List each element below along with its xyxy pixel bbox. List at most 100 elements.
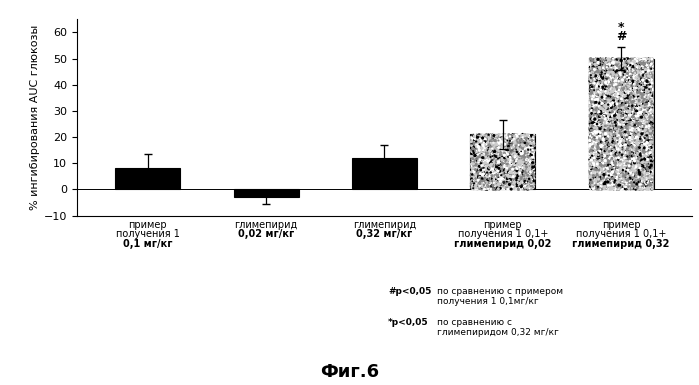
Point [614,145,626,151]
Point [634,97,645,103]
Point [602,123,613,129]
Point [642,66,654,72]
Point [630,80,641,86]
Point [635,105,646,111]
Point [640,176,651,182]
Point [601,182,612,188]
Point [633,167,644,173]
Point [504,158,515,164]
Point [640,129,651,135]
Point [635,96,646,102]
Point [519,162,530,169]
Point [619,170,630,176]
Point [607,70,618,76]
Point [643,79,654,85]
Point [484,158,495,164]
Point [637,72,648,79]
Point [645,153,656,159]
Point [606,94,617,100]
Point [638,159,649,166]
Point [603,119,614,125]
Point [626,96,637,102]
Point [593,137,605,143]
Point [482,177,493,183]
Point [598,69,609,75]
Point [603,153,614,159]
Point [609,95,620,102]
Point [487,185,498,191]
Point [624,152,635,159]
Point [628,157,639,164]
Point [647,119,658,126]
Point [477,175,488,181]
Point [618,172,629,179]
Point [644,102,656,108]
Point [523,134,534,140]
Point [496,142,507,148]
Point [512,167,523,174]
Point [500,167,512,173]
Point [635,178,647,184]
Point [473,167,484,173]
Point [601,98,612,104]
Point [633,159,644,165]
Point [596,117,607,124]
Point [593,100,605,106]
Point [497,163,508,169]
Point [598,63,610,69]
Point [628,93,639,99]
Text: по сравнению с примером
получения 1 0,1мг/кг: по сравнению с примером получения 1 0,1м… [437,287,563,306]
Point [603,74,614,80]
Point [597,111,608,117]
Point [638,64,649,70]
Point [587,118,598,124]
Point [584,61,596,67]
Point [603,76,614,82]
Point [593,104,604,110]
Point [622,152,633,159]
Point [603,180,614,186]
Point [489,182,500,188]
Point [483,148,494,154]
Point [618,168,629,174]
Point [595,116,606,122]
Point [607,164,618,170]
Point [499,133,510,139]
Point [516,177,527,183]
Point [618,113,629,119]
Point [643,124,654,130]
Point [607,109,618,115]
Point [630,113,642,119]
Point [468,144,480,151]
Point [491,133,502,139]
Point [494,148,505,154]
Point [471,156,482,162]
Point [472,155,483,161]
Point [507,145,519,151]
Point [594,129,605,135]
Point [607,158,618,164]
Point [611,169,622,175]
Point [496,186,507,192]
Point [586,139,597,145]
Point [488,142,499,148]
Point [627,137,638,143]
Point [588,154,599,160]
Point [593,153,605,159]
Point [502,146,513,152]
Point [505,149,517,155]
Point [526,146,537,152]
Point [511,132,522,138]
Point [624,150,635,156]
Point [621,134,633,141]
Point [601,64,612,70]
Point [621,84,632,90]
Point [630,82,642,89]
Point [640,145,651,151]
Point [611,164,622,171]
Point [589,134,600,140]
Point [503,171,514,177]
Point [598,95,609,101]
Point [629,72,640,79]
Point [471,179,482,185]
